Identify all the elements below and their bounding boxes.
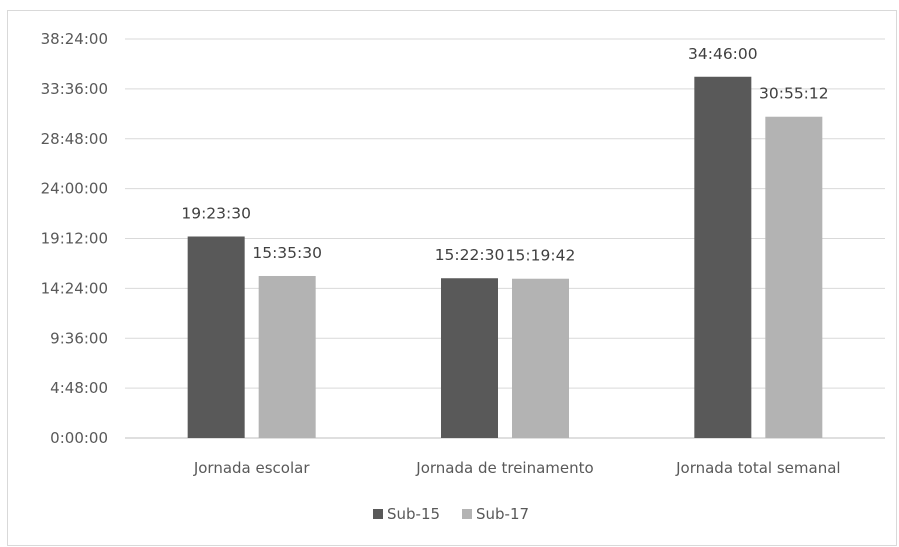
y-tick-label: 28:48:00: [41, 130, 108, 148]
data-label: 15:19:42: [506, 247, 576, 265]
y-tick-label: 0:00:00: [50, 429, 108, 447]
data-label: 15:35:30: [252, 244, 322, 262]
y-tick-label: 4:48:00: [50, 379, 108, 397]
x-axis-category-labels: Jornada escolar Jornada de treinamento Jor…: [193, 459, 841, 477]
category-label: Jornada escolar: [193, 459, 311, 477]
bar-sub-15-2: [441, 278, 498, 438]
bar-sub-17-1: [258, 275, 316, 438]
data-label: 30:55:12: [759, 85, 829, 103]
y-tick-label: 9:36:00: [50, 329, 108, 347]
legend-swatch-sub-17: [462, 509, 472, 519]
category-label: Jornada total semanal: [675, 459, 840, 477]
y-axis-tick-labels: 0:00:00 4:48:00 9:36:00 14:24:00 19:12:00 24:…: [41, 30, 108, 447]
bar-sub-15-1: [187, 236, 245, 438]
bar-sub-15-3: [694, 76, 752, 439]
legend-label-sub-15: Sub-15: [387, 505, 440, 523]
gridlines: [125, 38, 885, 439]
legend: Sub-15 Sub-17: [373, 505, 529, 523]
legend-swatch-sub-15: [373, 509, 383, 519]
y-tick-label: 14:24:00: [41, 279, 108, 297]
y-tick-label: 33:36:00: [41, 80, 108, 98]
y-tick-label: 24:00:00: [41, 180, 108, 198]
category-label: Jornada de treinamento: [415, 459, 593, 477]
bar-sub-17-3: [765, 116, 823, 439]
data-label: 34:46:00: [688, 45, 758, 63]
bar-sub-17-2: [512, 278, 569, 438]
legend-label-sub-17: Sub-17: [476, 505, 529, 523]
y-tick-label: 19:12:00: [41, 230, 108, 248]
data-label: 19:23:30: [181, 205, 251, 223]
data-labels: 19:23:30 15:35:30 15:22:30 15:19:42 34:46:00…: [181, 45, 828, 265]
data-label: 15:22:30: [435, 246, 505, 264]
y-tick-label: 38:24:00: [41, 30, 108, 48]
bars: [187, 76, 823, 439]
